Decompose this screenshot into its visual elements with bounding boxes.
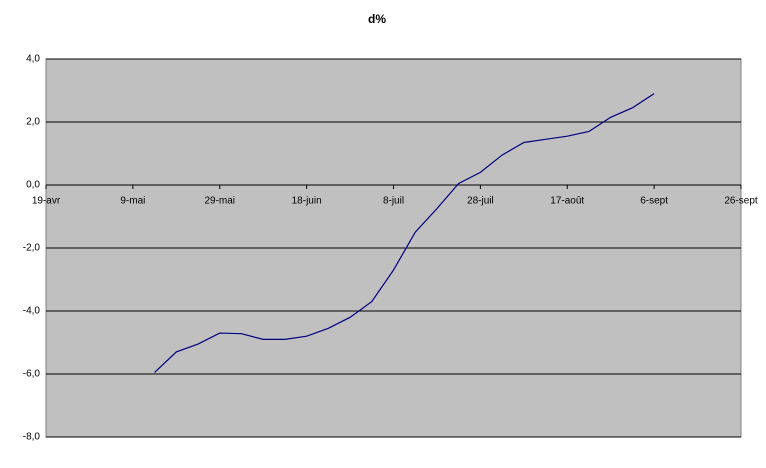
x-tick-label: 19-avr bbox=[32, 196, 61, 207]
x-tick-label: 26-sept bbox=[724, 196, 758, 207]
x-tick-label: 8-juil bbox=[383, 196, 404, 207]
x-tick-label: 29-mai bbox=[204, 196, 235, 207]
y-tick-label: -4,0 bbox=[23, 306, 41, 317]
y-tick-label: 4,0 bbox=[26, 54, 40, 65]
x-tick-label: 9-mai bbox=[120, 196, 145, 207]
y-tick-label: -8,0 bbox=[23, 432, 41, 443]
x-tick-label: 18-juin bbox=[292, 196, 322, 207]
x-tick-label: 28-juil bbox=[467, 196, 494, 207]
y-tick-label: -2,0 bbox=[23, 243, 41, 254]
y-tick-label: -6,0 bbox=[23, 369, 41, 380]
x-tick-label: 17-août bbox=[550, 196, 584, 207]
data-line bbox=[154, 93, 655, 373]
chart-title: d% bbox=[368, 12, 386, 26]
x-tick-label: 6-sept bbox=[640, 196, 668, 207]
y-tick-label: 2,0 bbox=[26, 117, 40, 128]
y-tick-label: 0,0 bbox=[26, 180, 40, 191]
